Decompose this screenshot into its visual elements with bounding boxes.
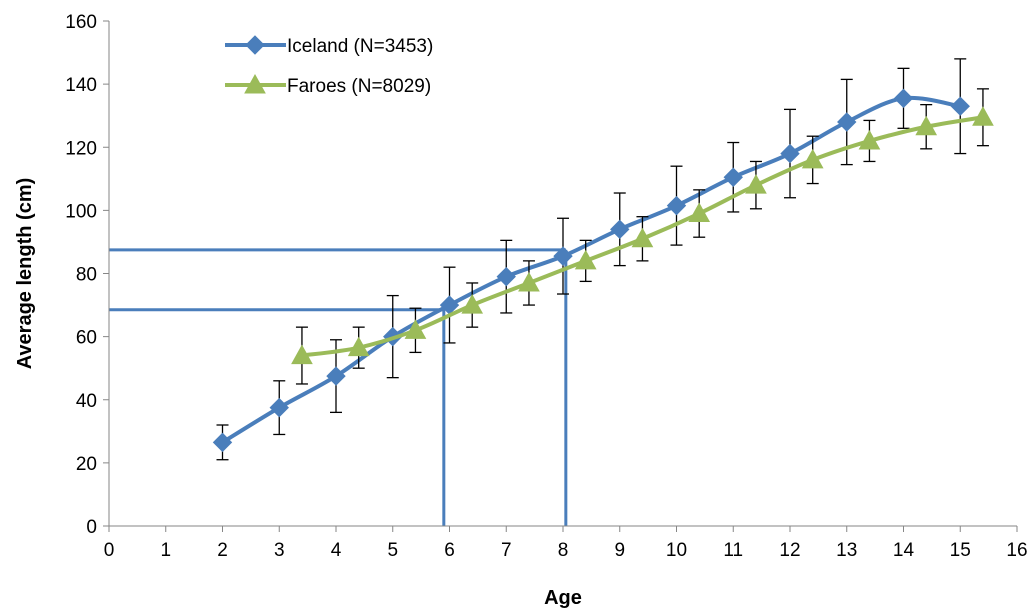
data-point [780,143,800,164]
x-axis-title: Age [544,587,582,609]
data-point [212,432,233,453]
series-faroes [291,88,994,385]
x-tick-label: 1 [160,540,171,561]
data-point [631,227,654,248]
legend-marker [245,35,265,55]
data-point [972,106,994,126]
data-point [801,148,824,169]
data-point [553,246,573,266]
x-tick-label: 12 [779,540,800,561]
data-point [291,344,313,365]
x-tick-label: 8 [558,540,569,561]
axis-labels: Age Average length (cm) [14,178,582,609]
x-tick-label: 0 [104,540,115,561]
y-tick-label: 20 [76,454,97,475]
legend-marker [244,73,266,94]
x-tick-label: 5 [387,540,398,561]
data-point [610,219,630,240]
y-tick-label: 80 [76,265,97,286]
x-tick-label: 14 [893,540,915,561]
y-tick-label: 120 [65,138,97,159]
y-axis-title: Average length (cm) [14,178,36,370]
legend-entry-iceland: Iceland (N=3453) [225,35,433,57]
series-line [221,95,961,445]
data-point [688,202,711,223]
legend-label: Iceland (N=3453) [287,36,433,57]
data-point [518,271,540,292]
x-tick-label: 7 [501,540,512,561]
data-point [347,336,370,357]
data-point [666,195,687,216]
data-point [915,115,938,136]
x-tick-label: 9 [614,540,625,561]
y-tick-label: 140 [65,75,97,96]
x-tick-label: 15 [950,540,971,561]
data-point [496,266,516,287]
data-point [745,174,767,194]
y-tick-label: 40 [76,391,97,412]
data-point [461,294,484,314]
x-tick-label: 3 [274,540,285,561]
x-tick-label: 2 [217,540,228,561]
series [212,58,994,461]
legend-label: Faroes (N=8029) [287,76,431,97]
x-tick-label: 4 [331,540,342,561]
x-tick-label: 16 [1006,540,1027,561]
data-point [858,129,881,150]
y-tick-label: 100 [65,201,97,222]
x-tick-label: 13 [836,540,857,561]
data-point [837,112,857,132]
reference-lines [109,248,568,526]
data-point [404,319,427,339]
y-tick-label: 60 [76,328,97,349]
data-point [574,249,597,270]
data-point [950,96,970,116]
legend: Iceland (N=3453) Faroes (N=8029) [225,35,433,97]
legend-entry-faroes: Faroes (N=8029) [225,73,431,97]
y-tick-label: 160 [65,12,97,33]
x-tick-label: 10 [666,540,687,561]
data-point [723,167,743,187]
x-tick-label: 6 [444,540,455,561]
data-point [893,88,914,109]
data-point [269,397,289,418]
x-tick-label: 11 [723,540,743,561]
data-point [326,366,346,386]
y-tick-label: 0 [86,517,97,538]
